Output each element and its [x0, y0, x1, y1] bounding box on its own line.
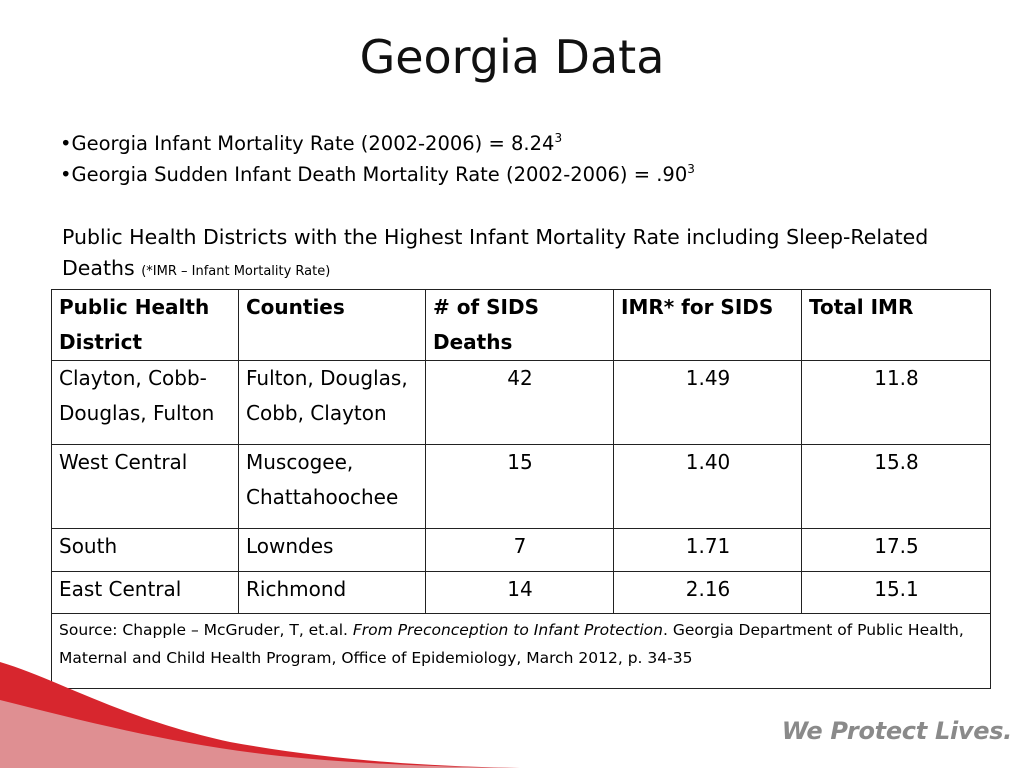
- district-cell: Clayton, Cobb-Douglas, Fulton: [51, 359, 239, 446]
- sids-deaths-cell: 7: [425, 528, 614, 572]
- bullet-text: •Georgia Sudden Infant Death Mortality R…: [60, 163, 688, 186]
- district-cell: West Central: [51, 444, 239, 530]
- swoosh-gray-band: [0, 700, 520, 768]
- mortality-table: Public Health District Counties # of SID…: [51, 289, 991, 689]
- table-row: West Central Muscogee, Chattahoochee 15 …: [51, 444, 991, 530]
- red-swoosh-decoration: [0, 662, 520, 768]
- sids-deaths-cell: 14: [425, 570, 614, 615]
- total-imr-cell: 15.1: [801, 570, 991, 615]
- table-intro: Public Health Districts with the Highest…: [62, 222, 962, 287]
- bullet-text: •Georgia Infant Mortality Rate (2002-200…: [60, 132, 555, 155]
- sids-imr-cell: 1.71: [613, 528, 802, 572]
- district-cell: South: [51, 528, 239, 572]
- bullet-item: •Georgia Infant Mortality Rate (2002-200…: [60, 128, 990, 159]
- counties-cell: Fulton, Douglas, Cobb, Clayton: [238, 359, 426, 446]
- column-header: Counties: [238, 289, 426, 361]
- total-imr-cell: 11.8: [801, 359, 991, 446]
- slide-title: Georgia Data: [359, 30, 665, 84]
- sids-deaths-cell: 42: [425, 359, 614, 446]
- table-header-row: Public Health District Counties # of SID…: [51, 289, 991, 361]
- footnote-ref: 3: [554, 131, 563, 145]
- total-imr-cell: 15.8: [801, 444, 991, 530]
- intro-text: Public Health Districts with the Highest…: [62, 225, 929, 280]
- footnote-ref: 3: [687, 162, 695, 176]
- total-imr-cell: 17.5: [801, 528, 991, 572]
- source-title: From Preconception to Infant Protection: [352, 621, 663, 640]
- column-header: # of SIDS Deaths: [425, 289, 614, 361]
- imr-note: (*IMR – Infant Mortality Rate): [141, 264, 331, 279]
- bullet-item: •Georgia Sudden Infant Death Mortality R…: [60, 159, 990, 190]
- table-row: Clayton, Cobb-Douglas, Fulton Fulton, Do…: [51, 359, 991, 446]
- column-header: IMR* for SIDS: [613, 289, 802, 361]
- sids-imr-cell: 2.16: [613, 570, 802, 615]
- source-suffix: . Georgia Department of Public Health, M…: [59, 621, 964, 668]
- counties-cell: Richmond: [238, 570, 426, 615]
- source-prefix: Source: Chapple – McGruder, T, et.al.: [59, 621, 353, 640]
- table-row: South Lowndes 7 1.71 17.5: [51, 528, 991, 572]
- source-row: Source: Chapple – McGruder, T, et.al. Fr…: [51, 613, 991, 689]
- table-row: East Central Richmond 14 2.16 15.1: [51, 570, 991, 615]
- counties-cell: Muscogee, Chattahoochee: [238, 444, 426, 530]
- sids-deaths-cell: 15: [425, 444, 614, 530]
- bullet-list: •Georgia Infant Mortality Rate (2002-200…: [60, 128, 990, 190]
- sids-imr-cell: 1.49: [613, 359, 802, 446]
- column-header: Total IMR: [801, 289, 991, 361]
- source-citation: Source: Chapple – McGruder, T, et.al. Fr…: [51, 613, 991, 689]
- district-cell: East Central: [51, 570, 239, 615]
- column-header: Public Health District: [51, 289, 239, 361]
- counties-cell: Lowndes: [238, 528, 426, 572]
- tagline: We Protect Lives.: [781, 717, 1013, 745]
- sids-imr-cell: 1.40: [613, 444, 802, 530]
